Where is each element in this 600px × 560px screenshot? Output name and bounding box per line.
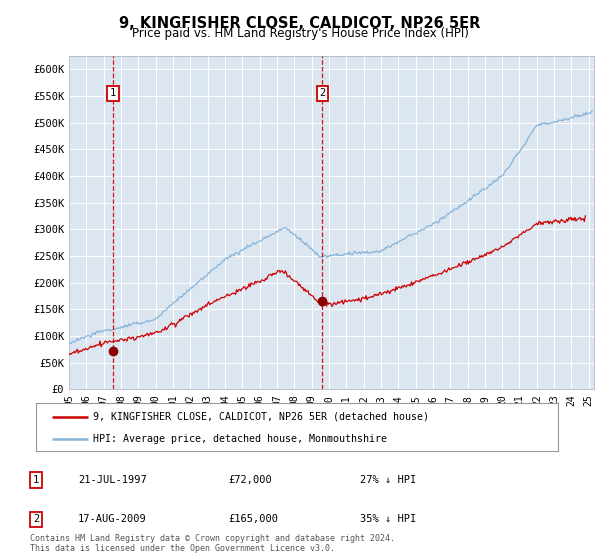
Text: Price paid vs. HM Land Registry's House Price Index (HPI): Price paid vs. HM Land Registry's House … [131,27,469,40]
Text: £165,000: £165,000 [228,514,278,524]
Text: Contains HM Land Registry data © Crown copyright and database right 2024.
This d: Contains HM Land Registry data © Crown c… [30,534,395,553]
Text: £72,000: £72,000 [228,475,272,485]
Text: 1: 1 [110,88,116,99]
Text: 35% ↓ HPI: 35% ↓ HPI [360,514,416,524]
Text: 9, KINGFISHER CLOSE, CALDICOT, NP26 5ER: 9, KINGFISHER CLOSE, CALDICOT, NP26 5ER [119,16,481,31]
Text: 9, KINGFISHER CLOSE, CALDICOT, NP26 5ER (detached house): 9, KINGFISHER CLOSE, CALDICOT, NP26 5ER … [94,412,430,422]
Text: 17-AUG-2009: 17-AUG-2009 [78,514,147,524]
Text: 1: 1 [33,475,39,485]
Text: HPI: Average price, detached house, Monmouthshire: HPI: Average price, detached house, Monm… [94,434,388,444]
Text: 27% ↓ HPI: 27% ↓ HPI [360,475,416,485]
Text: 2: 2 [33,514,39,524]
Text: 2: 2 [319,88,326,99]
Text: 21-JUL-1997: 21-JUL-1997 [78,475,147,485]
